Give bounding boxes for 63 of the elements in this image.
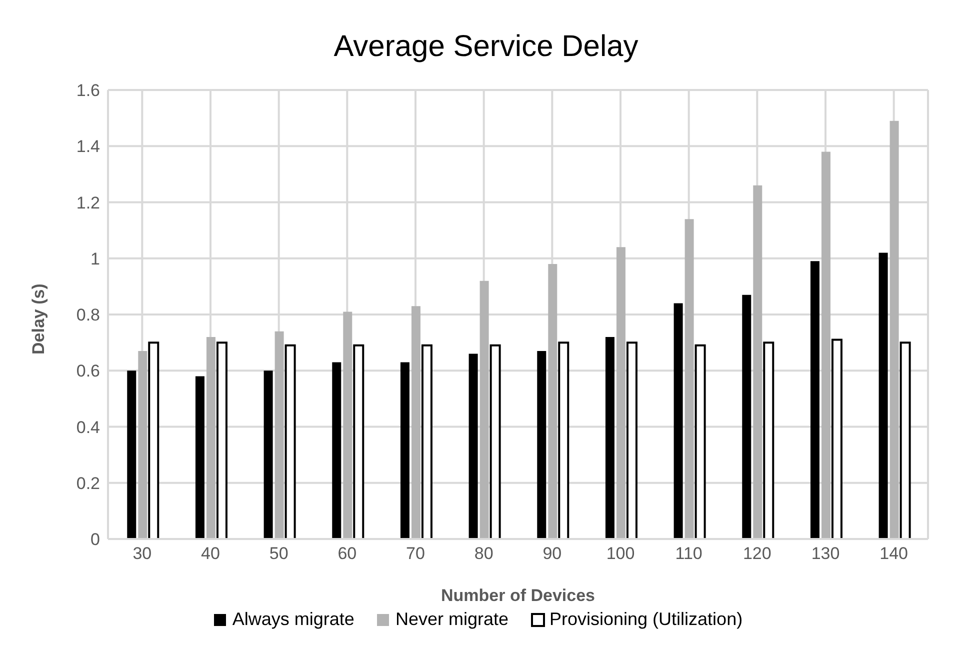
bar — [332, 362, 342, 539]
bar — [605, 336, 614, 539]
x-tick-label: 100 — [606, 544, 635, 564]
y-tick-label: 0.2 — [76, 474, 100, 493]
bar — [900, 342, 911, 539]
bar — [264, 370, 273, 539]
y-tick-label: 0 — [90, 530, 100, 550]
bar — [616, 247, 626, 539]
bar — [763, 342, 774, 539]
chart-title: Average Service Delay — [332, 29, 640, 65]
bar — [343, 312, 352, 539]
x-tick-label: 90 — [542, 544, 562, 564]
bar — [490, 344, 501, 539]
x-tick-label: 30 — [132, 544, 152, 564]
x-tick-label: 50 — [269, 544, 288, 564]
bar — [216, 342, 228, 539]
bar — [821, 152, 830, 539]
bar — [694, 344, 706, 539]
bar — [411, 306, 420, 539]
y-tick-label: 0.6 — [76, 362, 100, 381]
bar — [878, 252, 888, 539]
y-tick-label: 1.2 — [76, 193, 100, 212]
bar — [537, 350, 546, 539]
bar — [127, 370, 136, 539]
x-axis-title: Number of Devices — [441, 586, 595, 605]
bar — [548, 264, 558, 539]
bar — [148, 342, 160, 539]
bar — [684, 219, 694, 539]
bar — [810, 261, 820, 539]
bar — [831, 338, 842, 539]
bar — [558, 342, 570, 539]
y-tick-label: 0.8 — [76, 306, 100, 325]
bar — [400, 362, 410, 539]
bar — [753, 185, 762, 539]
y-tick-label: 1.6 — [76, 81, 100, 100]
bar — [206, 336, 216, 539]
x-tick-label: 60 — [338, 544, 357, 564]
y-tick-label: 0.4 — [76, 418, 100, 437]
y-tick-label: 1 — [90, 249, 100, 268]
x-tick-label: 140 — [880, 544, 908, 564]
bar — [626, 342, 638, 539]
bar — [468, 354, 478, 539]
x-tick-label: 70 — [406, 544, 425, 564]
x-tick-label: 40 — [201, 544, 220, 564]
bar — [480, 280, 489, 539]
bar — [421, 344, 432, 539]
bar — [284, 344, 296, 539]
x-tick-label: 120 — [742, 544, 772, 564]
bar — [674, 303, 683, 539]
bar — [890, 120, 899, 539]
y-axis-title: Delay (s) — [29, 284, 48, 354]
bar — [195, 376, 204, 539]
bar — [274, 331, 284, 539]
x-tick-label: 130 — [811, 544, 840, 564]
x-tick-label: 80 — [474, 544, 494, 564]
x-tick-label: 110 — [675, 544, 702, 564]
bar — [138, 350, 148, 539]
legend-label: Provisioning (Utilization) — [550, 609, 743, 630]
legend-label: Always migrate — [232, 609, 354, 630]
y-tick-label: 1.4 — [76, 137, 100, 156]
bar — [742, 294, 752, 539]
bar — [353, 344, 364, 539]
legend-label: Never migrate — [395, 609, 508, 630]
